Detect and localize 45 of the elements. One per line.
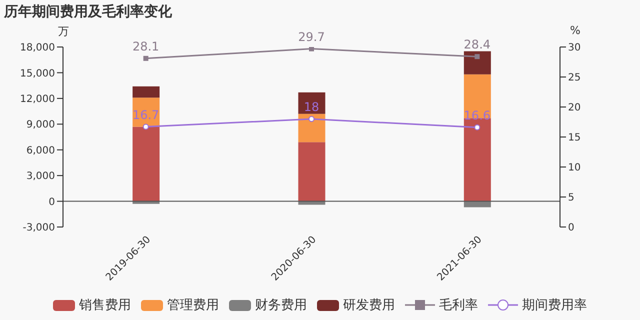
y-tick-label: 18,000: [20, 42, 55, 54]
bar: [464, 51, 491, 74]
legend-label: 期间费用率: [521, 297, 587, 314]
y-tick-label: 6,000: [26, 145, 55, 156]
y2-tick-label: 0: [568, 222, 574, 234]
y2-axis-title: %: [570, 24, 580, 37]
data-label: 28.4: [464, 38, 491, 52]
legend-label: 毛利率: [438, 297, 478, 314]
data-label: 16.7: [132, 108, 160, 122]
bar: [464, 74, 491, 118]
point: [474, 54, 480, 60]
point: [309, 47, 314, 52]
point: [143, 56, 148, 61]
data-label: 16.6: [464, 108, 491, 122]
legend-label: 销售费用: [78, 297, 131, 314]
bar: [132, 86, 160, 98]
bar: [298, 142, 326, 202]
chart-title: 历年期间费用及毛利率变化: [4, 3, 172, 21]
y2-tick-label: 15: [568, 132, 581, 144]
data-label: 28.1: [132, 39, 160, 54]
bar: [464, 118, 491, 202]
bar: [464, 201, 491, 208]
y-axis-title: 万: [58, 24, 69, 39]
bar: [132, 126, 160, 202]
data-label: 29.7: [298, 30, 325, 44]
y2-tick-label: 5: [568, 192, 574, 204]
point: [142, 124, 149, 130]
y2-tick-label: 20: [568, 102, 581, 114]
legend-label: 财务费用: [254, 297, 307, 314]
y2-tick-label: 30: [568, 42, 581, 54]
y2-tick-label: 10: [568, 162, 581, 174]
y-tick-label: 9,000: [26, 120, 55, 131]
data-label: 18: [304, 100, 320, 114]
bar: [298, 92, 326, 114]
y-tick-label: 3,000: [26, 171, 55, 182]
y-tick-label: 0: [48, 196, 55, 208]
legend-label: 研发费用: [342, 297, 395, 314]
y-tick-label: -3,000: [22, 222, 55, 234]
point: [308, 116, 314, 122]
y-tick-label: 15,000: [20, 68, 55, 80]
y2-tick-label: 25: [568, 72, 581, 84]
point: [474, 124, 480, 130]
bar: [298, 114, 326, 142]
y-tick-label: 12,000: [20, 94, 55, 105]
legend-label: 管理费用: [166, 297, 219, 314]
